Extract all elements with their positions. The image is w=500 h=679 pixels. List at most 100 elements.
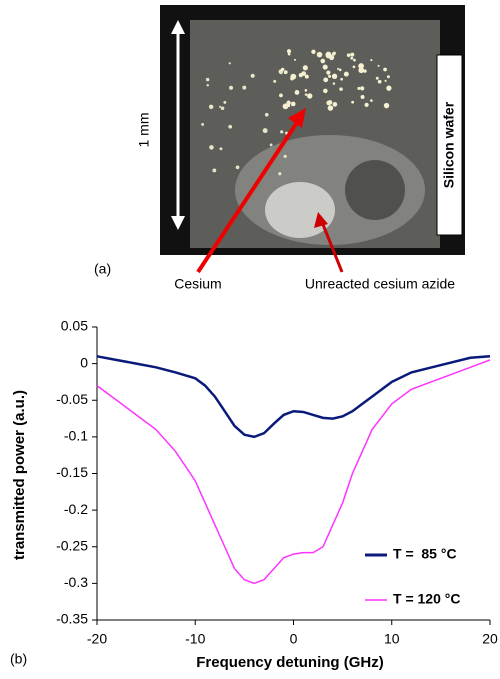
droplet [383,102,390,109]
droplet [283,154,287,158]
droplet [205,77,210,82]
droplet [307,93,313,99]
droplet [358,67,365,74]
droplet [250,73,255,78]
y-tick-label: -0.05 [56,391,88,407]
droplet [283,70,288,75]
droplet [304,74,309,79]
droplet [228,124,233,129]
y-tick-label: -0.1 [64,428,88,444]
droplet [332,102,338,107]
droplet [223,100,227,104]
azide-label: Unreacted cesium azide [305,276,455,292]
droplet [357,86,361,90]
droplet [346,53,351,57]
droplet [311,49,316,54]
scale-arrow-head [171,216,185,230]
droplet [228,62,231,65]
y-axis-title: transmitted power (a.u.) [11,390,28,560]
droplet [384,79,387,82]
droplet [279,93,283,98]
droplet [282,103,289,110]
droplet [220,106,225,111]
droplet [363,69,367,73]
droplet [228,85,234,90]
droplet [269,143,273,147]
droplet [279,70,283,75]
droplet [325,51,332,58]
cesium-arrow-head [288,108,306,128]
y-tick-label: -0.3 [64,574,88,590]
y-tick-label: -0.25 [56,537,88,553]
y-tick-label: -0.2 [64,501,88,517]
x-tick-label: -20 [87,631,107,647]
droplet [323,77,329,83]
droplet [327,105,334,111]
droplet [377,79,382,84]
x-tick-label: 0 [290,631,298,647]
droplet [264,112,269,117]
droplet [358,63,365,69]
droplet [322,64,328,70]
droplet [294,58,297,61]
droplet [320,58,326,64]
y-tick-label: 0.05 [61,318,88,334]
azide-arrow-head [314,212,328,228]
droplet [353,58,356,62]
series-line [96,355,491,439]
x-tick-label: 20 [482,631,498,647]
droplet [328,74,332,78]
y-tick-label: 0 [80,354,88,370]
x-axis-title: Frequency detuning (GHz) [196,654,384,671]
droplet [340,77,343,81]
droplet [332,52,336,56]
photo: Silicon wafer [160,5,465,255]
x-tick-label: -10 [185,631,205,647]
droplet [383,67,387,72]
droplet [304,93,308,96]
droplet [370,59,373,62]
droplet [351,100,355,104]
droplet [338,68,342,72]
droplet [304,89,308,92]
droplet [350,52,355,57]
droplet [302,65,308,71]
droplet [370,99,373,102]
wafer-label-box [436,54,463,236]
azide-arrow [320,221,344,273]
cesium-label: Cesium [174,276,221,292]
droplet [331,73,338,80]
droplet [352,65,356,69]
droplet [278,172,282,176]
droplet [262,128,268,134]
droplet [280,130,284,134]
droplet [360,94,365,99]
droplet [350,56,354,60]
cesium-arrow [196,116,302,274]
droplet [287,52,291,56]
droplet [375,76,379,80]
droplet [316,51,323,58]
droplet [294,90,300,95]
droplet [337,67,340,70]
droplet [290,101,296,107]
droplet [273,79,277,83]
droplet [326,100,332,106]
droplet [201,123,205,126]
droplet [286,100,291,105]
droplet [290,76,294,81]
droplet [360,86,365,91]
plot: -0.35 -0.3 -0.25 -0.2 -0.15 -0.1 -0.05 0 0.05 -20… [56,318,498,647]
y-tick-label: -0.15 [56,464,88,480]
x-tick-label: 10 [384,631,400,647]
droplet [209,145,214,150]
droplet [212,168,217,173]
droplet [206,84,209,87]
droplet [287,104,291,108]
droplet [332,82,336,85]
droplet [323,88,328,94]
legend-label: T = 120 °C [393,591,460,607]
droplet [301,71,307,76]
droplet [326,70,331,75]
